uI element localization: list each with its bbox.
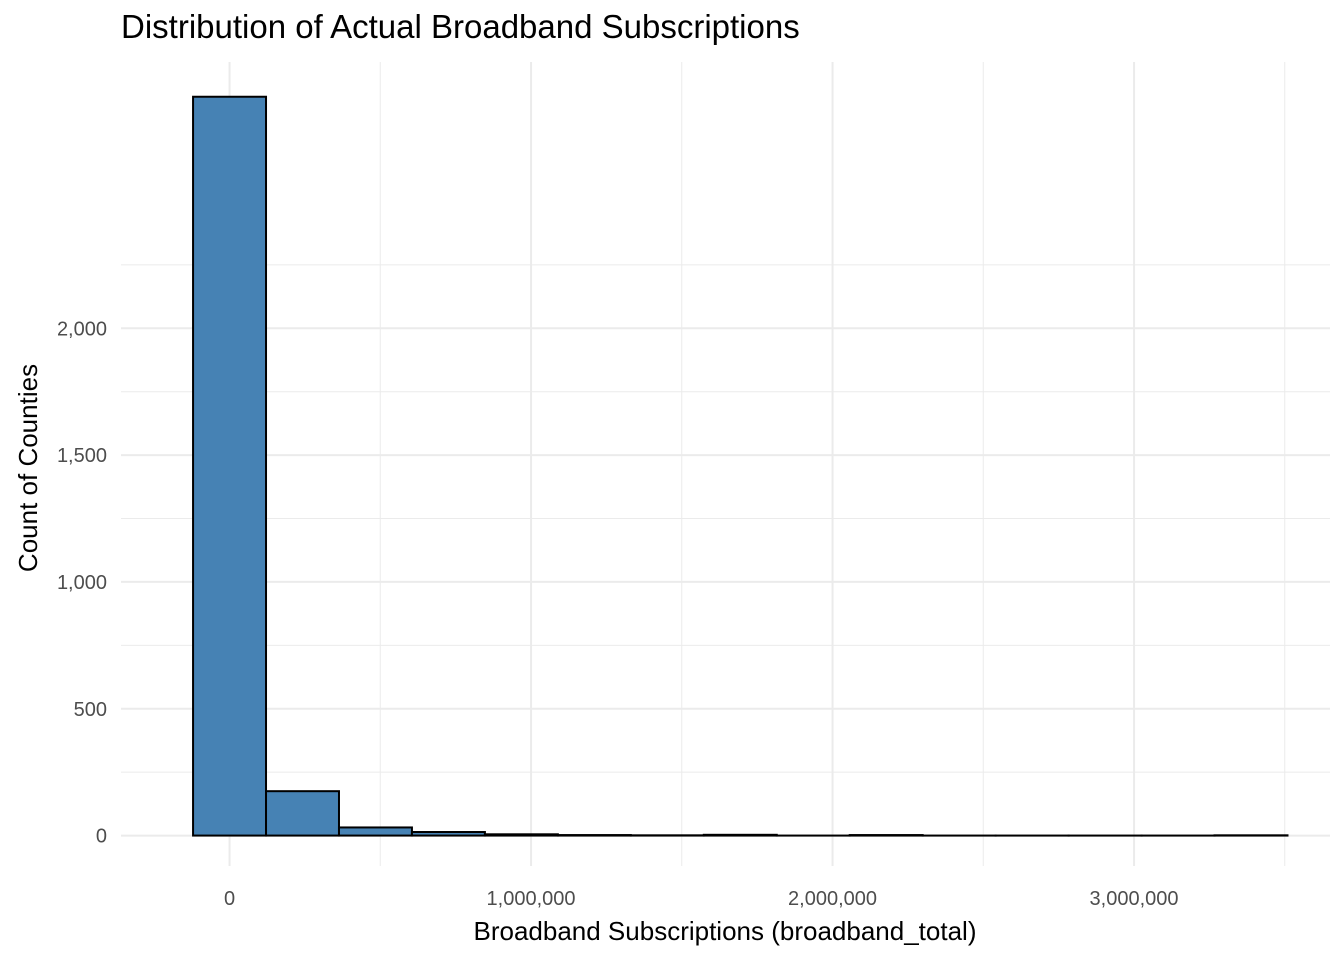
- grid-lines: [121, 62, 1330, 866]
- x-tick-label: 0: [224, 888, 235, 910]
- x-axis-title: Broadband Subscriptions (broadband_total…: [473, 916, 976, 946]
- y-tick-label: 500: [74, 699, 107, 721]
- y-tick-label: 0: [96, 826, 107, 848]
- histogram-bar: [483, 833, 559, 837]
- histogram-bar: [265, 790, 340, 837]
- histogram-bar: [556, 834, 632, 837]
- histogram-bar: [192, 95, 268, 837]
- histogram-bar: [410, 831, 486, 837]
- y-tick-label: 1,500: [57, 445, 107, 467]
- x-tick-label: 2,000,000: [788, 888, 877, 910]
- histogram-bars: [192, 95, 1289, 837]
- y-axis-title: Count of Counties: [13, 364, 43, 572]
- x-tick-label: 1,000,000: [487, 888, 576, 910]
- y-tick-label: 2,000: [57, 318, 107, 340]
- histogram-bar: [848, 834, 924, 837]
- x-axis-ticks: 0 1,000,000 2,000,000 3,000,000: [224, 888, 1179, 910]
- y-axis-ticks: 0 500 1,000 1,500 2,000: [57, 318, 107, 847]
- chart-title: Distribution of Actual Broadband Subscri…: [121, 8, 800, 45]
- histogram-bar: [337, 826, 413, 837]
- y-tick-label: 1,000: [57, 572, 107, 594]
- histogram-bar: [702, 833, 778, 837]
- x-tick-label: 3,000,000: [1090, 888, 1179, 910]
